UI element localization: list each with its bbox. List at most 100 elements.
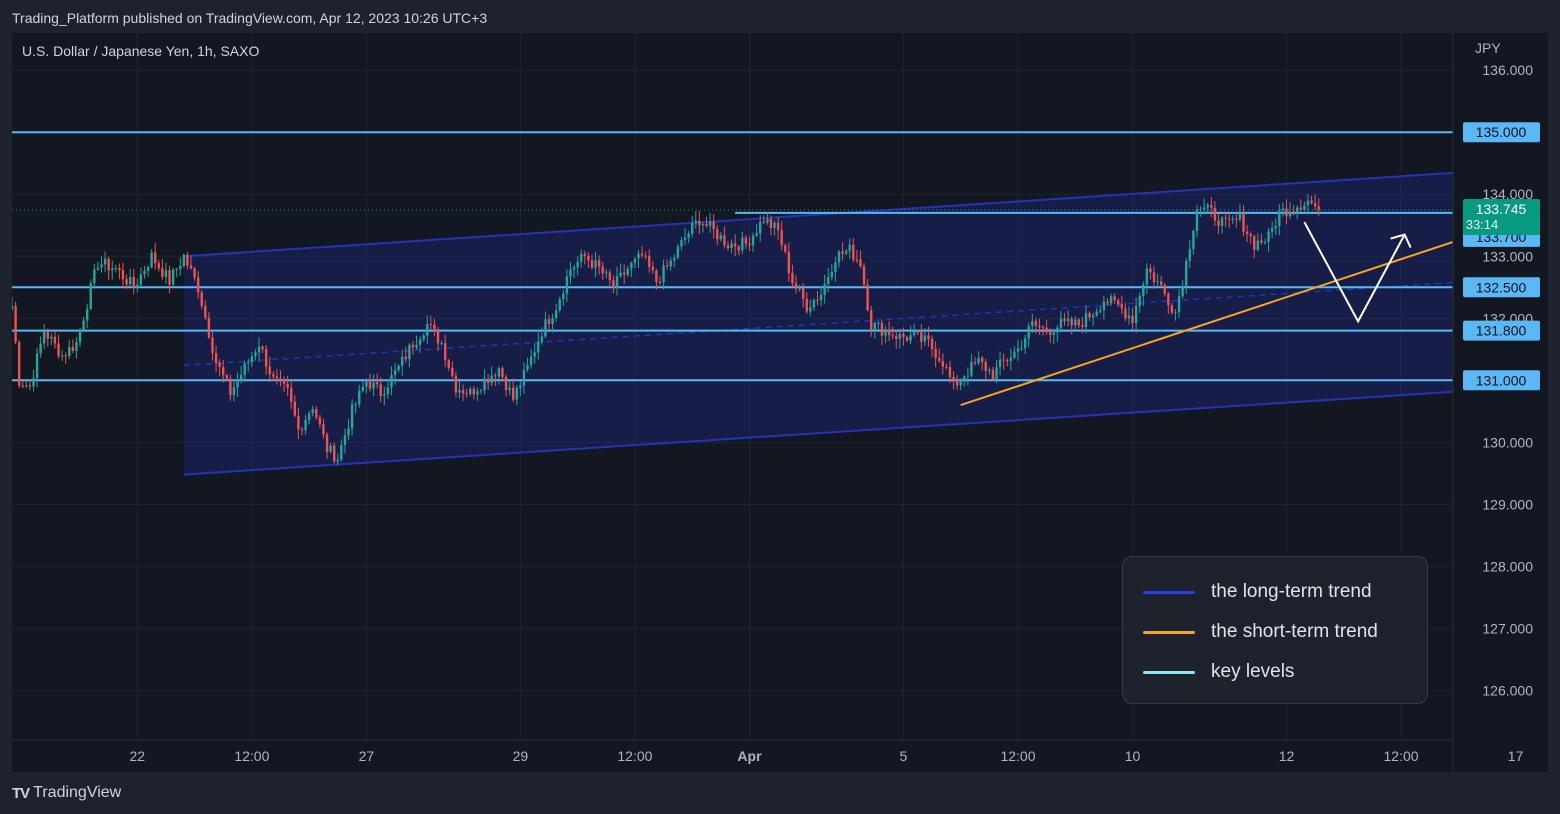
candle-body	[655, 270, 658, 282]
chart-frame[interactable]: 136.000135.000134.000133.000132.000131.0…	[12, 33, 1548, 772]
candle-body	[486, 378, 490, 383]
candle-body	[28, 385, 32, 387]
candle-body	[798, 288, 801, 290]
candle-body	[784, 245, 787, 252]
candle-body	[812, 299, 816, 308]
candle-body	[254, 352, 257, 357]
candle-body	[633, 258, 637, 263]
publisher-header: Trading_Platform published on TradingVie…	[12, 10, 488, 26]
candle-body	[615, 276, 619, 288]
candle-body	[809, 307, 812, 312]
candle-body	[841, 251, 844, 254]
time-tick-label: 17	[1508, 748, 1524, 764]
candle-body	[791, 273, 794, 284]
candle-body	[1081, 325, 1084, 328]
price-tick-label: 130.000	[1482, 434, 1533, 450]
candle-body	[687, 233, 690, 238]
candle-body	[501, 368, 504, 377]
candle-body	[75, 342, 78, 351]
candle-body	[665, 265, 669, 267]
candle-body	[1296, 207, 1299, 212]
candle-body	[408, 344, 411, 360]
candle-body	[912, 331, 916, 336]
candle-body	[1278, 210, 1281, 226]
candle-body	[891, 335, 894, 337]
candle-body	[540, 336, 544, 342]
candle-body	[1099, 309, 1102, 312]
candle-body	[952, 377, 955, 381]
short-term-trend-line	[960, 227, 1495, 407]
candle-body	[1088, 312, 1091, 318]
candle-body	[93, 269, 96, 284]
candle-body	[766, 218, 769, 223]
candle-body	[375, 382, 379, 385]
candle-body	[694, 220, 697, 224]
candle-body	[780, 230, 783, 246]
candle-body	[984, 361, 987, 371]
candle-body	[651, 266, 655, 271]
candle-body	[1063, 318, 1066, 322]
candle-body	[358, 390, 361, 405]
candle-body	[648, 255, 651, 267]
candle-body	[895, 335, 898, 339]
candle-body	[1041, 327, 1045, 329]
symbol-title: U.S. Dollar / Japanese Yen, 1h, SAXO	[22, 43, 259, 59]
candle-body	[325, 434, 329, 452]
candle-body	[1134, 306, 1138, 323]
candle-body	[590, 260, 594, 268]
candle-body	[977, 357, 980, 364]
price-axis-bg	[1453, 33, 1548, 772]
candle-body	[794, 283, 798, 289]
candle-body	[880, 322, 884, 336]
candle-body	[107, 258, 110, 271]
candle-body	[866, 284, 869, 311]
candle-body	[751, 235, 755, 246]
candle-body	[243, 363, 246, 375]
candle-body	[970, 362, 973, 376]
candle-body	[569, 269, 572, 277]
candle-body	[995, 367, 998, 380]
candle-body	[991, 369, 995, 380]
candle-body	[1310, 200, 1313, 204]
candle-body	[78, 329, 82, 343]
candle-body	[1199, 209, 1202, 211]
candle-body	[1052, 332, 1055, 335]
price-tick-label: 129.000	[1482, 496, 1533, 512]
candle-body	[497, 368, 501, 377]
candle-body	[171, 269, 175, 285]
candle-body	[1231, 218, 1234, 220]
candle-body	[279, 378, 282, 381]
candle-body	[644, 255, 647, 257]
time-tick-label: 22	[130, 748, 146, 764]
candle-body	[114, 267, 118, 269]
candle-body	[1142, 284, 1145, 297]
candle-body	[1174, 312, 1177, 314]
candle-body	[393, 370, 397, 375]
projection-arrow-head	[1390, 233, 1412, 248]
candle-body	[300, 429, 304, 431]
candle-body	[12, 306, 14, 310]
candle-body	[844, 250, 848, 254]
countdown-label: 33:14	[1466, 217, 1499, 232]
candlestick-chart[interactable]: 136.000135.000134.000133.000132.000131.0…	[12, 33, 1548, 772]
candle-body	[691, 223, 694, 234]
candle-body	[150, 252, 153, 268]
candle-body	[193, 268, 196, 278]
candle-body	[182, 254, 186, 267]
candle-body	[551, 317, 554, 324]
candle-body	[701, 223, 705, 226]
candle-body	[723, 235, 726, 246]
candle-body	[128, 276, 132, 285]
candle-body	[1120, 304, 1123, 309]
candle-body	[222, 366, 225, 376]
candle-body	[1159, 281, 1163, 286]
candle-body	[705, 223, 708, 226]
candle-body	[916, 331, 919, 333]
candle-body	[336, 459, 339, 462]
candle-body	[1220, 217, 1224, 226]
candle-body	[1006, 360, 1009, 362]
candle-body	[207, 317, 211, 338]
candle-body	[43, 331, 46, 344]
tradingview-footer[interactable]: TV TradingView	[12, 784, 121, 802]
key-level-badge	[1463, 277, 1540, 298]
